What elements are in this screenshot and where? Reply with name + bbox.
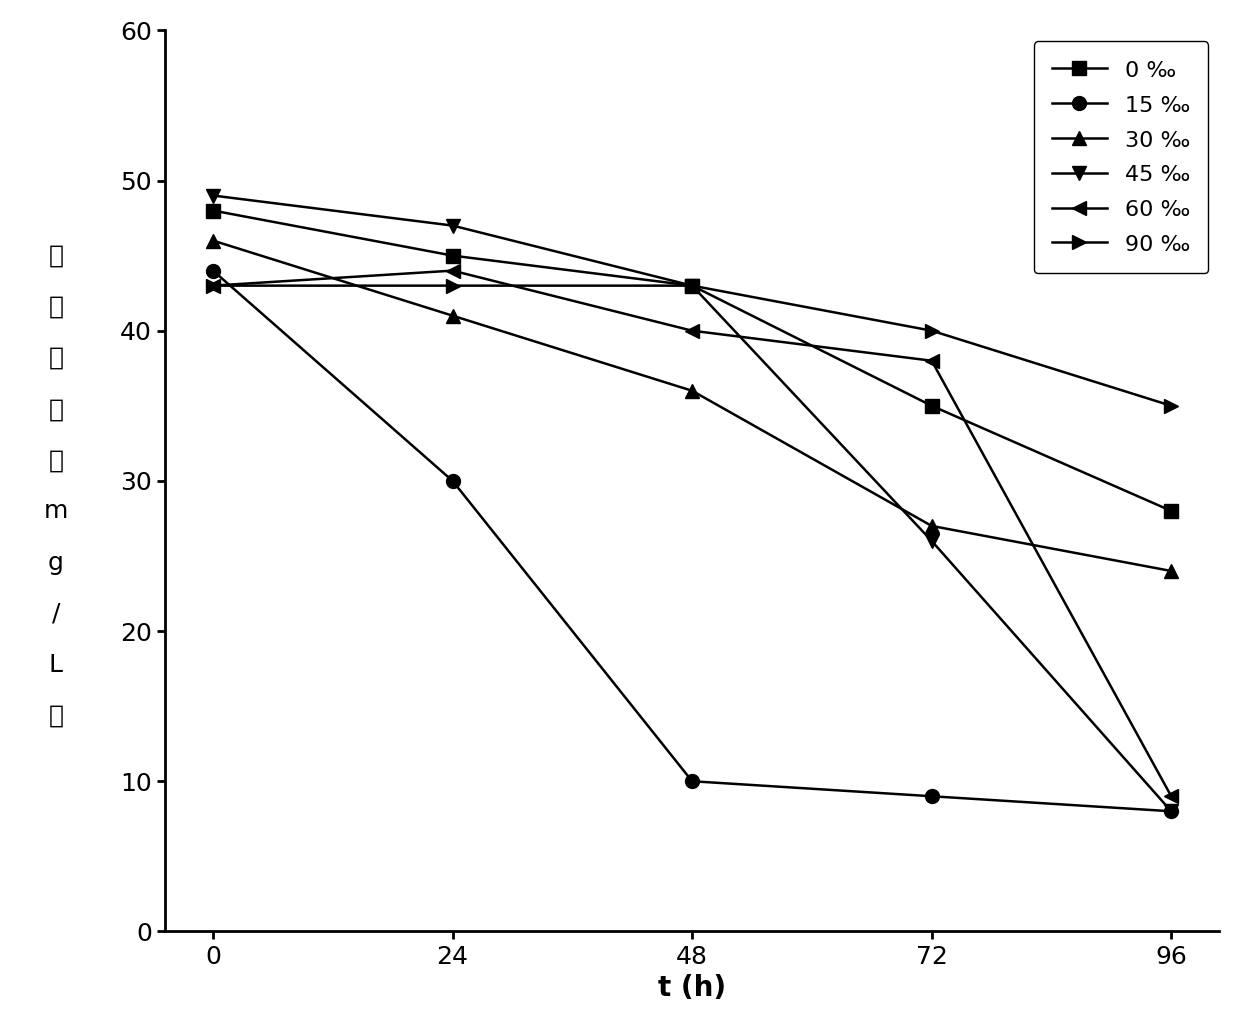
0 ‰ xyxy=(206,205,221,217)
30 ‰ xyxy=(206,234,221,247)
45 ‰ xyxy=(206,189,221,202)
90 ‰ xyxy=(445,279,460,292)
Line: 30 ‰: 30 ‰ xyxy=(206,233,1178,578)
90 ‰ xyxy=(684,279,699,292)
60 ‰ xyxy=(445,265,460,277)
Line: 0 ‰: 0 ‰ xyxy=(206,204,1178,518)
60 ‰ xyxy=(206,279,221,292)
90 ‰ xyxy=(1164,400,1179,412)
45 ‰ xyxy=(445,219,460,231)
60 ‰ xyxy=(684,324,699,337)
90 ‰ xyxy=(924,324,939,337)
Text: /: / xyxy=(52,602,60,626)
Text: 度: 度 xyxy=(48,397,63,421)
45 ‰ xyxy=(924,535,939,547)
Legend: 0 ‰, 15 ‰, 30 ‰, 45 ‰, 60 ‰, 90 ‰: 0 ‰, 15 ‰, 30 ‰, 45 ‰, 60 ‰, 90 ‰ xyxy=(1034,42,1208,273)
Text: 氨: 氨 xyxy=(48,243,63,268)
30 ‰ xyxy=(684,385,699,397)
30 ‰ xyxy=(445,310,460,322)
30 ‰ xyxy=(924,520,939,532)
Text: 浓: 浓 xyxy=(48,346,63,370)
Line: 45 ‰: 45 ‰ xyxy=(206,188,1178,818)
Text: m: m xyxy=(43,499,68,524)
60 ‰ xyxy=(1164,790,1179,802)
Line: 15 ‰: 15 ‰ xyxy=(206,264,1178,818)
Text: ）: ） xyxy=(48,704,63,728)
15 ‰ xyxy=(1164,805,1179,817)
15 ‰ xyxy=(206,265,221,277)
30 ‰ xyxy=(1164,565,1179,577)
0 ‰ xyxy=(924,400,939,412)
15 ‰ xyxy=(684,775,699,788)
60 ‰ xyxy=(924,355,939,367)
15 ‰ xyxy=(924,790,939,802)
15 ‰ xyxy=(445,475,460,487)
Line: 60 ‰: 60 ‰ xyxy=(206,264,1178,803)
X-axis label: t (h): t (h) xyxy=(658,974,727,1003)
45 ‰ xyxy=(1164,805,1179,817)
Text: g: g xyxy=(48,550,63,575)
Text: （: （ xyxy=(48,448,63,473)
0 ‰ xyxy=(445,250,460,262)
0 ‰ xyxy=(684,279,699,292)
90 ‰ xyxy=(206,279,221,292)
0 ‰ xyxy=(1164,504,1179,517)
Text: L: L xyxy=(48,653,63,677)
45 ‰ xyxy=(684,279,699,292)
Text: 氮: 氮 xyxy=(48,295,63,319)
Line: 90 ‰: 90 ‰ xyxy=(206,278,1178,412)
